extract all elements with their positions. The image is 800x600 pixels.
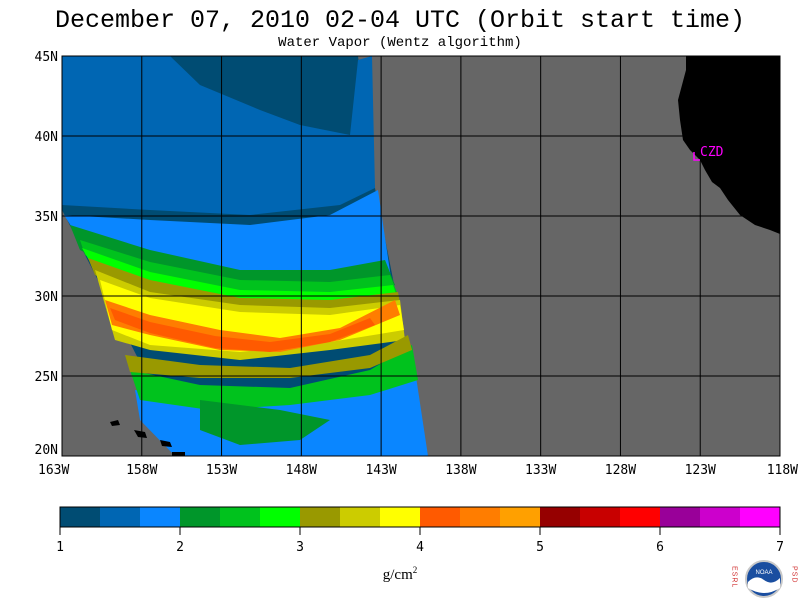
latitude-label: 20N [35,443,58,458]
station-marker-czd: CZD [693,145,724,161]
longitude-labels: 163W 158W 153W 148W 143W 138W 133W 128W 123W 118W [38,463,798,478]
units-superscript: 2 [412,565,418,575]
plot-frame [61,55,781,457]
colorbar-segment [660,507,700,527]
lat-lon-grid [62,56,780,456]
station-symbol [693,152,700,161]
longitude-label: 148W [286,463,317,478]
colorbar-segment [220,507,260,527]
colorbar-units: g/cm2 [0,565,800,584]
colorbar-tick-label: 7 [776,540,784,555]
satellite-swath [62,56,428,456]
colorbar-segment [540,507,580,527]
colorbar-tick-label: 3 [296,540,304,555]
longitude-label: 138W [445,463,476,478]
latitude-label: 45N [35,50,58,65]
colorbar-segment [420,507,460,527]
noaa-text: NOAA [755,570,772,576]
map-subtitle: Water Vapor (Wentz algorithm) [278,35,522,51]
longitude-label: 128W [605,463,636,478]
colorbar-segment [700,507,740,527]
swath-olive-band [88,258,402,318]
colorbar-tick-label: 2 [176,540,184,555]
map-plot-area: CZD [61,55,781,457]
esrl-letters: ESRL [731,566,738,588]
latitude-label: 25N [35,370,58,385]
colorbar [59,506,781,528]
hawaii-island-3 [160,440,172,447]
colorbar-segment [500,507,540,527]
colorbar-tick-labels: 1 2 3 4 5 6 7 [56,527,784,555]
land-mass [110,56,780,456]
latitude-label: 30N [35,290,58,305]
swath-south-dark-green [200,400,330,445]
colorbar-segment [300,507,340,527]
colorbar-segment [180,507,220,527]
hawaii-island-4 [172,452,185,456]
colorbar-segment [620,507,660,527]
colorbar-tick-label: 1 [56,540,64,555]
noaa-wave [748,577,780,593]
colorbar-segment [260,507,300,527]
colorbar-tick-label: 6 [656,540,664,555]
longitude-label: 163W [38,463,69,478]
swath-south-olive [125,335,412,378]
swath-bright-blue-region [64,190,392,295]
longitude-label: 143W [365,463,396,478]
colorbar-segment [380,507,420,527]
colorbar-segment [140,507,180,527]
colorbar-tick-label: 4 [416,540,424,555]
longitude-label: 118W [767,463,798,478]
california-coast [678,56,780,234]
colorbar-segment [580,507,620,527]
colorbar-segment [460,507,500,527]
psd-letters: PSD [791,566,798,583]
longitude-label: 158W [126,463,157,478]
swath-red-orange-band [110,308,375,352]
longitude-label: 133W [525,463,556,478]
colorbar-segment [740,507,780,527]
latitude-labels: 45N 40N 35N 30N 25N 20N [35,50,58,458]
latitude-label: 35N [35,210,58,225]
swath-south-green [130,345,418,410]
colorbar-segment [60,507,100,527]
map-title: December 07, 2010 02-04 UTC (Orbit start… [54,6,746,35]
colorbar-segment [340,507,380,527]
longitude-label: 123W [685,463,716,478]
latitude-label: 40N [35,130,58,145]
noaa-esrl-psd-logo: NOAA ESRL PSD [731,560,798,598]
hawaii-island-2 [134,430,147,438]
units-text: g/cm [382,567,413,583]
colorbar-tick-label: 5 [536,540,544,555]
hawaii-island-1 [110,420,120,426]
station-label: CZD [700,145,724,160]
longitude-label: 153W [206,463,237,478]
colorbar-segment [100,507,140,527]
